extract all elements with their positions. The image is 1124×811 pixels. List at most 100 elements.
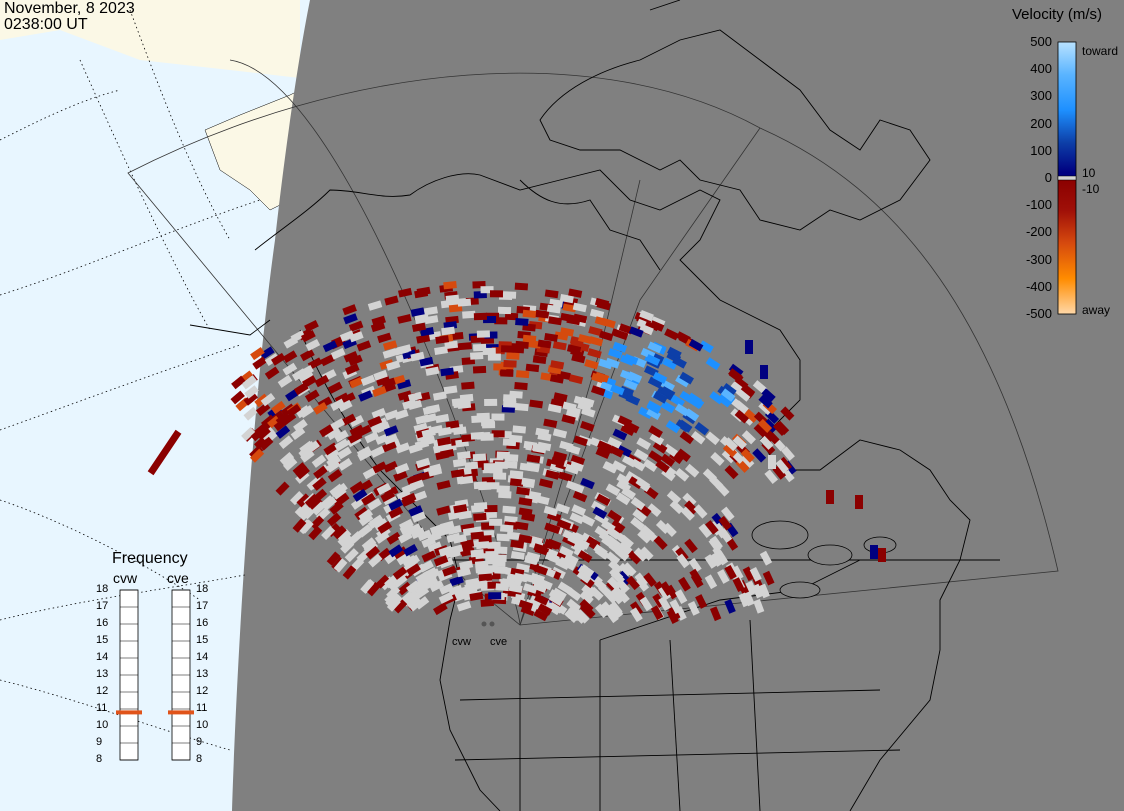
scatter-cell	[453, 504, 468, 514]
scatter-cell	[623, 353, 639, 366]
scatter-cell	[299, 405, 314, 419]
scatter-cell	[629, 607, 643, 623]
scatter-cell	[609, 588, 624, 603]
scatter-cell	[290, 491, 305, 506]
scatter-cell	[437, 426, 452, 437]
frequency-scale-label-right: 11	[196, 702, 208, 714]
scatter-cell	[639, 596, 653, 612]
scatter-cell	[349, 481, 365, 494]
scatter-cell	[694, 422, 710, 436]
scatter-cell	[480, 598, 494, 607]
frequency-scale-label-right: 12	[196, 685, 209, 697]
scatter-cell	[334, 438, 350, 452]
scatter-cell	[552, 601, 568, 615]
scatter-cell	[494, 566, 508, 575]
scatter-cell	[514, 521, 529, 531]
scatter-cell	[360, 374, 376, 387]
scatter-cell	[672, 356, 687, 369]
scatter-cell	[559, 327, 575, 337]
colorbar-tick-label: -500	[1025, 306, 1052, 321]
scatter-cell	[290, 330, 306, 343]
scatter-cell	[684, 538, 698, 554]
scatter-cell	[518, 497, 533, 507]
scatter-cell	[298, 506, 313, 521]
scatter-cell	[392, 566, 408, 580]
scatter-cell	[588, 336, 604, 347]
scatter-cell	[394, 409, 409, 420]
scatter-cell	[607, 509, 623, 523]
scatter-cell	[493, 363, 507, 371]
scatter-cell	[679, 431, 695, 445]
scatter-cell	[327, 512, 342, 527]
scatter-cell	[472, 365, 487, 374]
scatter-cell	[537, 603, 553, 616]
scatter-cell	[650, 605, 664, 621]
scatter-cell	[607, 348, 623, 359]
scatter-cell	[310, 515, 325, 530]
scatter-cell	[252, 356, 267, 370]
scatter-cell	[326, 427, 342, 441]
colorbar-pos10-label: 10	[1082, 166, 1096, 180]
scatter-cell	[595, 493, 611, 507]
scatter-cell	[377, 520, 393, 534]
scatter-cell	[569, 512, 585, 525]
scatter-cell	[778, 456, 793, 472]
scatter-cell	[534, 593, 549, 606]
scatter-cell	[759, 435, 774, 450]
scatter-cell	[568, 374, 584, 385]
scatter-cell	[666, 609, 679, 624]
scatter-cell	[704, 574, 718, 590]
scatter-cell	[597, 440, 612, 452]
scatter-cell	[349, 415, 365, 428]
scatter-cell	[695, 594, 708, 609]
frequency-scale-label-left: 17	[96, 600, 109, 612]
scatter-cell	[473, 312, 488, 321]
scatter-cell	[377, 332, 392, 344]
scatter-cell	[386, 531, 402, 545]
scatter-cell	[357, 424, 372, 437]
scatter-cell	[375, 574, 390, 589]
scatter-cell	[531, 443, 547, 453]
scatter-cell	[349, 424, 365, 437]
scatter-cell	[645, 354, 661, 366]
scatter-cell	[560, 312, 575, 323]
scatter-cell	[367, 300, 383, 311]
scatter-cell	[515, 370, 530, 379]
scatter-cell	[580, 514, 596, 527]
scatter-cell	[533, 609, 549, 622]
scatter-cell	[275, 425, 291, 439]
scatter-cell	[458, 510, 473, 520]
scatter-cell	[488, 592, 502, 600]
scatter-cell	[449, 575, 464, 587]
scatter-cell	[384, 409, 400, 421]
scatter-cell	[503, 400, 517, 408]
scatter-cell	[618, 541, 633, 555]
scatter-cell	[320, 495, 335, 509]
scatter-cell	[633, 547, 648, 562]
scatter-cell	[500, 369, 514, 377]
scatter-cell	[484, 505, 498, 513]
scatter-cell	[537, 339, 552, 349]
scatter-cell	[609, 567, 624, 582]
scatter-cell	[509, 390, 523, 399]
scatter-cell	[367, 497, 382, 511]
scatter-cell	[713, 523, 728, 539]
scatter-cell	[752, 448, 767, 463]
scatter-cell	[684, 408, 700, 422]
scatter-cell	[470, 531, 485, 540]
scatter-cell	[594, 371, 610, 383]
scatter-cell	[855, 495, 863, 509]
scatter-cell	[415, 457, 431, 469]
scatter-cell	[489, 290, 503, 298]
colorbar-tick-label: -200	[1025, 224, 1052, 240]
scatter-cell	[768, 455, 776, 469]
scatter-cell	[636, 437, 652, 450]
scatter-cell	[764, 469, 779, 484]
scatter-cell	[543, 505, 559, 517]
scatter-cell	[271, 400, 286, 415]
frequency-scale-label-right: 15	[196, 634, 209, 646]
scatter-cell	[343, 313, 358, 325]
scatter-cell	[382, 348, 398, 359]
scatter-cell	[393, 599, 408, 614]
scatter-cell	[401, 482, 417, 495]
